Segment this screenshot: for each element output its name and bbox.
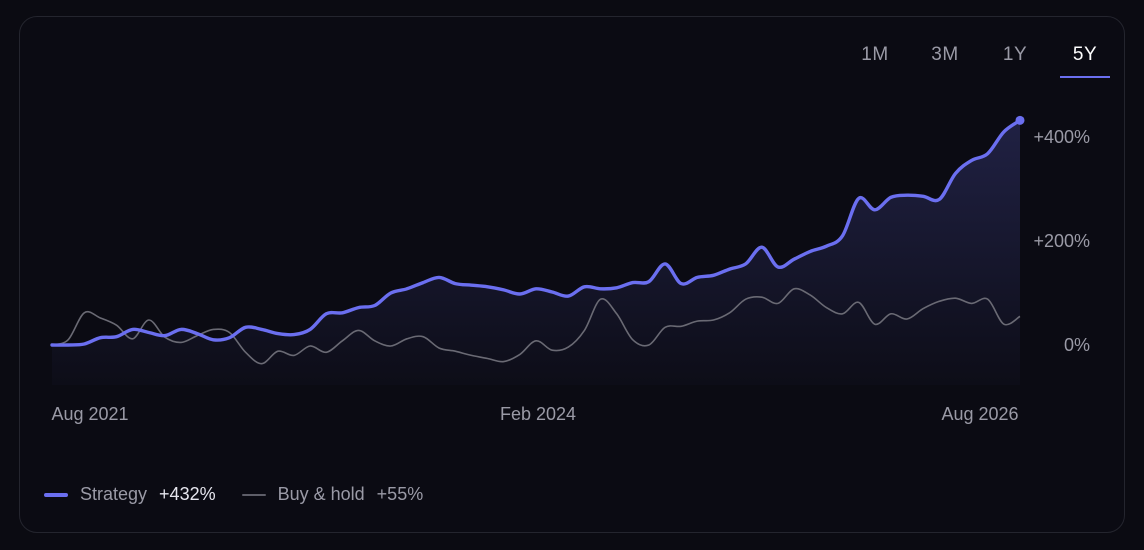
legend-name-strategy: Strategy	[80, 484, 148, 504]
legend-name-buy-hold: Buy & hold	[277, 484, 365, 504]
range-tabs: 1M 3M 1Y 5Y	[840, 44, 1120, 78]
legend-item-buy-hold[interactable]: Buy & hold +55%	[241, 484, 424, 505]
tab-3m[interactable]: 3M	[931, 44, 959, 65]
strategy-swatch	[44, 492, 68, 497]
legend-value-buy-hold: +55%	[376, 484, 424, 504]
strategy-area	[52, 120, 1020, 386]
legend: Strategy +432% Buy & hold +55%	[44, 484, 449, 505]
tab-1y[interactable]: 1Y	[1002, 44, 1028, 65]
y-tick-label: +200%	[1033, 231, 1090, 251]
strategy-line	[50, 118, 1022, 347]
x-tick-label: Aug 2021	[51, 404, 128, 424]
y-tick-label: +400%	[1033, 127, 1090, 147]
buy-hold-line	[51, 287, 1021, 365]
legend-value-strategy: +432%	[159, 484, 216, 504]
x-tick-label: Feb 2024	[500, 404, 576, 424]
x-tick-label: Aug 2026	[941, 404, 1018, 424]
tab-5y[interactable]: 5Y	[1050, 44, 1120, 78]
legend-item-strategy[interactable]: Strategy +432%	[44, 484, 216, 505]
strategy-endpoint	[1015, 115, 1025, 125]
buy-hold-swatch	[241, 493, 266, 496]
tab-1m[interactable]: 1M	[861, 44, 889, 65]
y-tick-label: 0%	[1064, 335, 1090, 355]
